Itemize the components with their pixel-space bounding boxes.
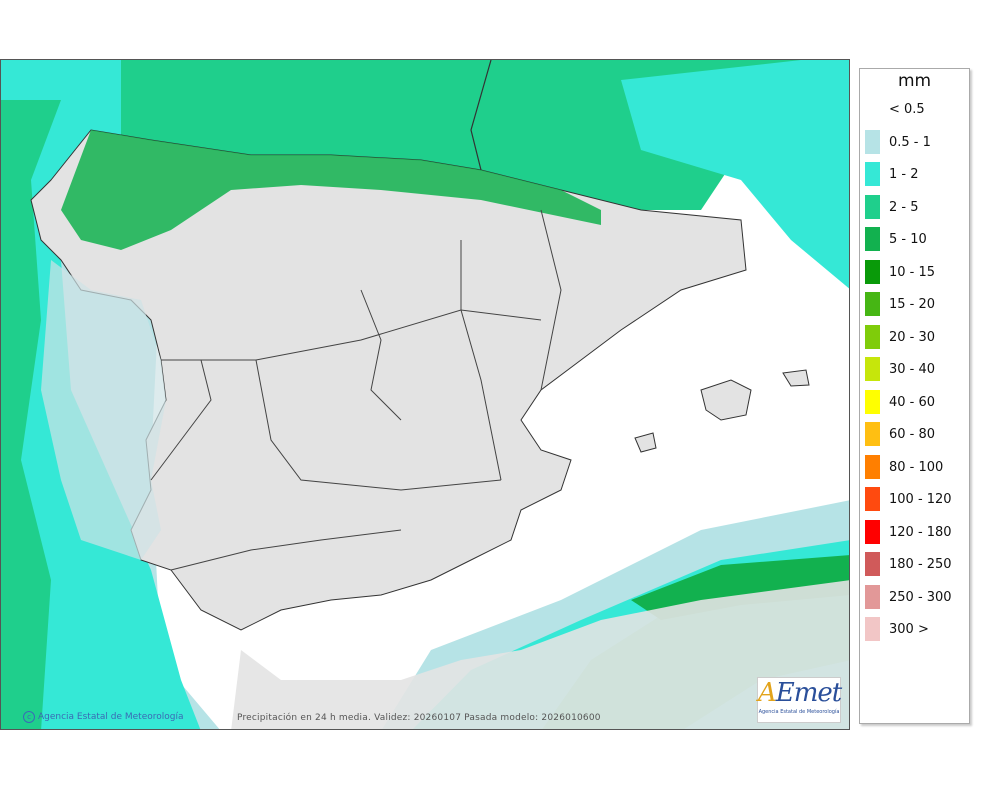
legend-label: 5 - 10 — [889, 232, 927, 247]
legend-entry: 40 - 60 — [860, 389, 969, 414]
legend-entry: 15 - 20 — [860, 292, 969, 316]
precip-zone-atlantic-2-5 — [1, 100, 61, 729]
map-caption: Precipitación en 24 h media. Validez: 20… — [237, 713, 601, 723]
legend-entry: < 0.5 — [860, 97, 969, 121]
legend-entry: 5 - 10 — [860, 227, 969, 251]
legend-swatch — [865, 292, 880, 316]
aemet-logo: AEmet Agencia Estatal de Meteorología — [757, 677, 842, 723]
legend-label: 1 - 2 — [889, 167, 919, 182]
legend-swatch — [865, 617, 880, 641]
legend-swatch — [865, 552, 880, 576]
legend-label: 30 - 40 — [889, 362, 936, 377]
legend-swatch — [865, 454, 880, 479]
legend-swatch — [865, 162, 880, 186]
legend-label: 100 - 120 — [889, 492, 952, 507]
legend-label: < 0.5 — [889, 102, 925, 117]
legend-swatch — [865, 357, 880, 381]
legend-entry: 100 - 120 — [860, 487, 969, 511]
legend-swatch — [865, 194, 880, 219]
legend-label: 20 - 30 — [889, 329, 936, 345]
regional-borders — [150, 209, 562, 571]
legend-entry: 250 - 300 — [860, 584, 969, 609]
legend-swatch — [865, 97, 880, 121]
legend-panel: mm < 0.5 0.5 - 1 1 - 2 2 - 5 5 - 10 10 - 15 15… — [859, 68, 970, 724]
legend-entry: 120 - 180 — [860, 519, 969, 544]
island-ibiza — [634, 432, 657, 453]
legend-label: 0.5 - 1 — [889, 134, 931, 150]
legend-entry: 0.5 - 1 — [860, 129, 969, 154]
legend-entry: 80 - 100 — [860, 454, 969, 479]
legend-entry: 2 - 5 — [860, 194, 969, 219]
legend-entry: 1 - 2 — [860, 162, 969, 186]
legend-entry: 180 - 250 — [860, 552, 969, 576]
legend-entry: 300 > — [860, 617, 969, 641]
legend-label: 250 - 300 — [889, 589, 952, 605]
legend-label: 120 - 180 — [889, 524, 952, 540]
legend-label: 10 - 15 — [889, 264, 936, 280]
legend-swatch — [865, 519, 880, 544]
legend-entry: 20 - 30 — [860, 324, 969, 349]
legend-swatch — [865, 324, 880, 349]
legend-entry: 60 - 80 — [860, 422, 969, 446]
legend-swatch — [865, 259, 880, 284]
legend-label: 2 - 5 — [889, 199, 919, 215]
legend-swatch — [865, 129, 880, 154]
logo-wordmark: AEmet — [758, 678, 842, 708]
border-france — [470, 60, 492, 171]
legend-label: 15 - 20 — [889, 297, 936, 312]
island-menorca — [782, 369, 810, 387]
logo-subtitle: Agencia Estatal de Meteorología — [758, 709, 840, 715]
credit-text: Agencia Estatal de Meteorología — [38, 712, 184, 722]
legend-label: 40 - 60 — [889, 394, 936, 410]
island-mallorca — [700, 379, 752, 421]
copyright-icon: c — [23, 711, 35, 723]
legend-swatch — [865, 389, 880, 414]
precipitation-map: c Agencia Estatal de Meteorología Precipi… — [0, 59, 850, 730]
legend-unit: mm — [897, 71, 932, 91]
legend-swatch — [865, 584, 880, 609]
precip-zone-biscay-1-2 — [621, 60, 849, 289]
legend-label: 300 > — [889, 622, 929, 637]
precip-zone-north-land — [61, 130, 601, 250]
precip-zone-west-light — [41, 260, 166, 560]
legend-label: 60 - 80 — [889, 427, 936, 442]
land-africa — [231, 580, 849, 729]
legend-entry: 30 - 40 — [860, 357, 969, 381]
legend-label: 180 - 250 — [889, 557, 952, 572]
legend-label: 80 - 100 — [889, 459, 944, 475]
legend-swatch — [865, 227, 880, 251]
map-canvas — [1, 60, 849, 729]
land-iberia — [30, 129, 747, 631]
legend-swatch — [865, 422, 880, 446]
credit-agency: c Agencia Estatal de Meteorología — [23, 711, 184, 723]
legend-entry: 10 - 15 — [860, 259, 969, 284]
legend-swatch — [865, 487, 880, 511]
